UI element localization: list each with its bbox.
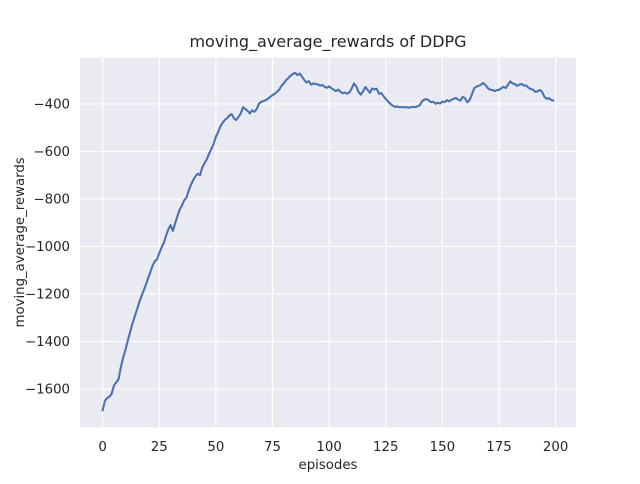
x-tick-label: 200	[543, 440, 568, 455]
tick-labels: 0 25 50 75 100 125 150 175 200 −400 −600 −800 −1000 −…	[25, 98, 568, 455]
x-tick-label: 50	[207, 440, 224, 455]
plot-area	[80, 57, 576, 428]
y-tick-label: −1000	[25, 240, 70, 255]
y-tick-label: −1200	[25, 288, 70, 303]
x-tick-label: 25	[151, 440, 168, 455]
x-tick-label: 0	[98, 440, 106, 455]
y-tick-label: −1400	[25, 335, 70, 350]
y-tick-label: −800	[33, 193, 70, 208]
x-tick-label: 150	[430, 440, 455, 455]
y-tick-label: −400	[33, 98, 70, 113]
x-tick-label: 125	[373, 440, 398, 455]
y-tick-label: −1600	[25, 383, 70, 398]
x-axis-label: episodes	[299, 458, 358, 473]
series-line	[101, 71, 555, 412]
x-tick-label: 100	[316, 440, 341, 455]
y-axis-label: moving_average_rewards	[13, 157, 28, 327]
gridlines	[80, 57, 576, 428]
y-tick-label: −600	[33, 145, 70, 160]
chart-title: moving_average_rewards of DDPG	[189, 32, 466, 52]
series-layer	[101, 71, 555, 412]
x-tick-label: 175	[486, 440, 511, 455]
x-tick-label: 75	[264, 440, 281, 455]
